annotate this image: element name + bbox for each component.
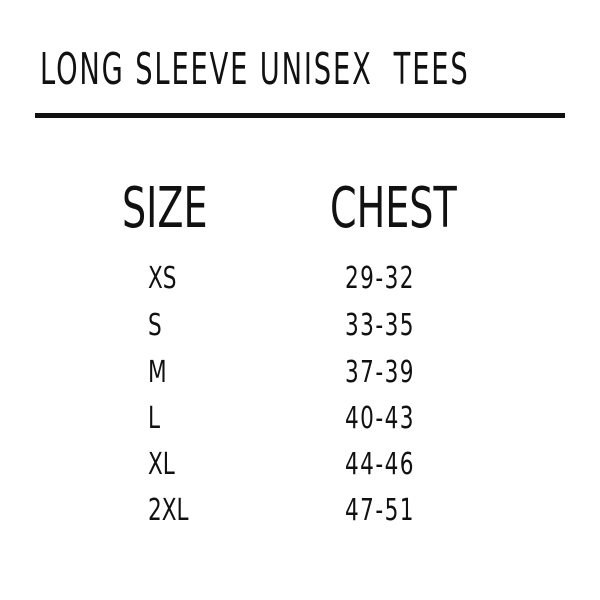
size-cell: S <box>148 308 162 343</box>
table-row: XL 44-46 <box>0 447 600 487</box>
chest-cell: 29-32 <box>345 261 415 296</box>
column-header-size: SIZE <box>122 176 208 241</box>
chest-cell: 47-51 <box>345 493 415 528</box>
table-row: 2XL 47-51 <box>0 493 600 533</box>
size-cell: XS <box>148 261 177 296</box>
chest-cell: 44-46 <box>345 447 415 482</box>
table-row: L 40-43 <box>0 401 600 441</box>
page-title: LONG SLEEVE UNISEX TEES <box>40 44 470 95</box>
title-divider <box>35 113 565 118</box>
table-row: XS 29-32 <box>0 261 600 301</box>
size-cell: XL <box>148 447 175 482</box>
column-header-chest: CHEST <box>330 176 457 241</box>
size-cell: L <box>148 401 161 436</box>
size-cell: M <box>148 355 167 390</box>
chest-cell: 33-35 <box>345 308 415 343</box>
size-cell: 2XL <box>148 493 189 528</box>
table-row: M 37-39 <box>0 355 600 395</box>
table-row: S 33-35 <box>0 308 600 348</box>
chest-cell: 37-39 <box>345 355 415 390</box>
chest-cell: 40-43 <box>345 401 415 436</box>
